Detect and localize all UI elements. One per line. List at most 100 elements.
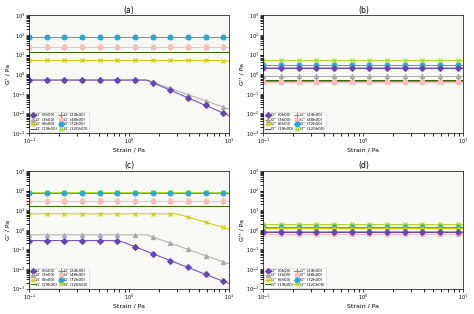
- G'' (3h00): [419, 229, 425, 233]
- G' (72h00): [179, 35, 185, 39]
- G' (120h00): [115, 35, 120, 39]
- G'' (6h00): [425, 226, 431, 230]
- G' (3h00): [44, 233, 50, 237]
- G'' (3h00): [296, 74, 301, 78]
- G' (6h00): [79, 59, 85, 62]
- G'' (120h00): [337, 222, 343, 226]
- G'' (24h00): [272, 79, 278, 83]
- G'' (120h00): [325, 222, 331, 226]
- G' (0h00): [26, 239, 32, 242]
- G'' (3h00): [355, 74, 360, 78]
- G'' (0h00): [337, 66, 343, 70]
- G'' (120h00): [266, 222, 272, 226]
- G' (0h00): [32, 78, 38, 82]
- G'' (6h00): [272, 226, 278, 230]
- G'' (19h00): [301, 78, 307, 82]
- G' (120h00): [38, 191, 44, 194]
- G'' (6h00): [319, 66, 325, 69]
- Line: G'' (0h00): G'' (0h00): [261, 230, 465, 234]
- G'' (120h00): [419, 222, 425, 226]
- G' (3h00): [55, 233, 61, 237]
- G'' (19h00): [301, 229, 307, 233]
- G' (3h00): [67, 78, 73, 82]
- G' (120h00): [209, 191, 214, 194]
- G' (48h00): [62, 199, 67, 203]
- G'' (6h00): [355, 226, 360, 230]
- G'' (72h00): [372, 63, 378, 67]
- G' (19h00): [50, 204, 55, 208]
- Y-axis label: G'' / Pa: G'' / Pa: [240, 219, 245, 241]
- G' (72h00): [55, 35, 61, 39]
- G' (48h00): [150, 45, 155, 49]
- G'' (48h00): [419, 80, 425, 84]
- G'' (3h00): [384, 74, 390, 78]
- G'' (48h00): [425, 232, 431, 236]
- G' (24h00): [44, 45, 50, 49]
- G'' (0h00): [290, 66, 296, 70]
- G'' (24h00): [431, 230, 437, 234]
- G'' (48h00): [361, 80, 366, 84]
- G'' (3h00): [461, 229, 466, 233]
- G'' (24h00): [308, 79, 313, 83]
- G'' (19h00): [266, 229, 272, 233]
- G'' (48h00): [384, 232, 390, 236]
- G' (120h00): [91, 35, 97, 39]
- G'' (19h00): [361, 229, 366, 233]
- G' (3h00): [91, 78, 97, 82]
- G' (24h00): [209, 199, 214, 203]
- Legend: G'' (0h00), G'' (3h00), G'' (6h00), G'' (19h00), G'' (24h00), G'' (48h00), G'' (: G'' (0h00), G'' (3h00), G'' (6h00), G'' …: [264, 268, 326, 288]
- G' (0h00): [97, 78, 102, 82]
- G' (72h00): [126, 35, 132, 39]
- G'' (48h00): [319, 232, 325, 236]
- G'' (24h00): [384, 79, 390, 83]
- G' (19h00): [220, 204, 226, 208]
- G' (24h00): [62, 199, 67, 203]
- G'' (19h00): [337, 229, 343, 233]
- G' (6h00): [197, 219, 202, 222]
- Title: (a): (a): [124, 6, 135, 14]
- G'' (24h00): [266, 230, 272, 234]
- G'' (120h00): [284, 222, 290, 226]
- G' (19h00): [126, 204, 132, 208]
- G'' (6h00): [313, 66, 319, 69]
- G'' (48h00): [413, 80, 419, 84]
- G' (3h00): [50, 78, 55, 82]
- G' (6h00): [132, 59, 138, 62]
- G'' (24h00): [401, 79, 407, 83]
- G' (3h00): [67, 233, 73, 237]
- G'' (0h00): [384, 66, 390, 70]
- G'' (3h00): [284, 74, 290, 78]
- G'' (120h00): [401, 59, 407, 62]
- G'' (120h00): [372, 222, 378, 226]
- G'' (48h00): [331, 80, 337, 84]
- G' (120h00): [138, 191, 144, 194]
- G' (6h00): [215, 224, 220, 228]
- G'' (72h00): [413, 63, 419, 67]
- G' (24h00): [215, 45, 220, 49]
- G' (19h00): [162, 204, 167, 208]
- Line: G'' (3h00): G'' (3h00): [261, 229, 465, 233]
- G'' (3h00): [301, 74, 307, 78]
- G' (0h00): [150, 252, 155, 256]
- G' (6h00): [156, 59, 162, 62]
- G'' (19h00): [325, 229, 331, 233]
- G'' (120h00): [301, 59, 307, 62]
- G'' (24h00): [313, 230, 319, 234]
- G'' (19h00): [366, 229, 372, 233]
- G' (6h00): [50, 59, 55, 62]
- G'' (6h00): [319, 226, 325, 230]
- G' (3h00): [44, 78, 50, 82]
- G'' (19h00): [431, 229, 437, 233]
- G'' (19h00): [361, 78, 366, 82]
- G' (19h00): [215, 204, 220, 208]
- G'' (72h00): [390, 63, 396, 67]
- G' (3h00): [173, 243, 179, 247]
- G' (120h00): [79, 35, 85, 39]
- G'' (3h00): [319, 229, 325, 233]
- G' (19h00): [120, 204, 126, 208]
- G' (0h00): [38, 239, 44, 242]
- G' (24h00): [144, 45, 150, 49]
- G'' (72h00): [261, 225, 266, 229]
- G'' (72h00): [396, 63, 401, 67]
- G'' (6h00): [331, 226, 337, 230]
